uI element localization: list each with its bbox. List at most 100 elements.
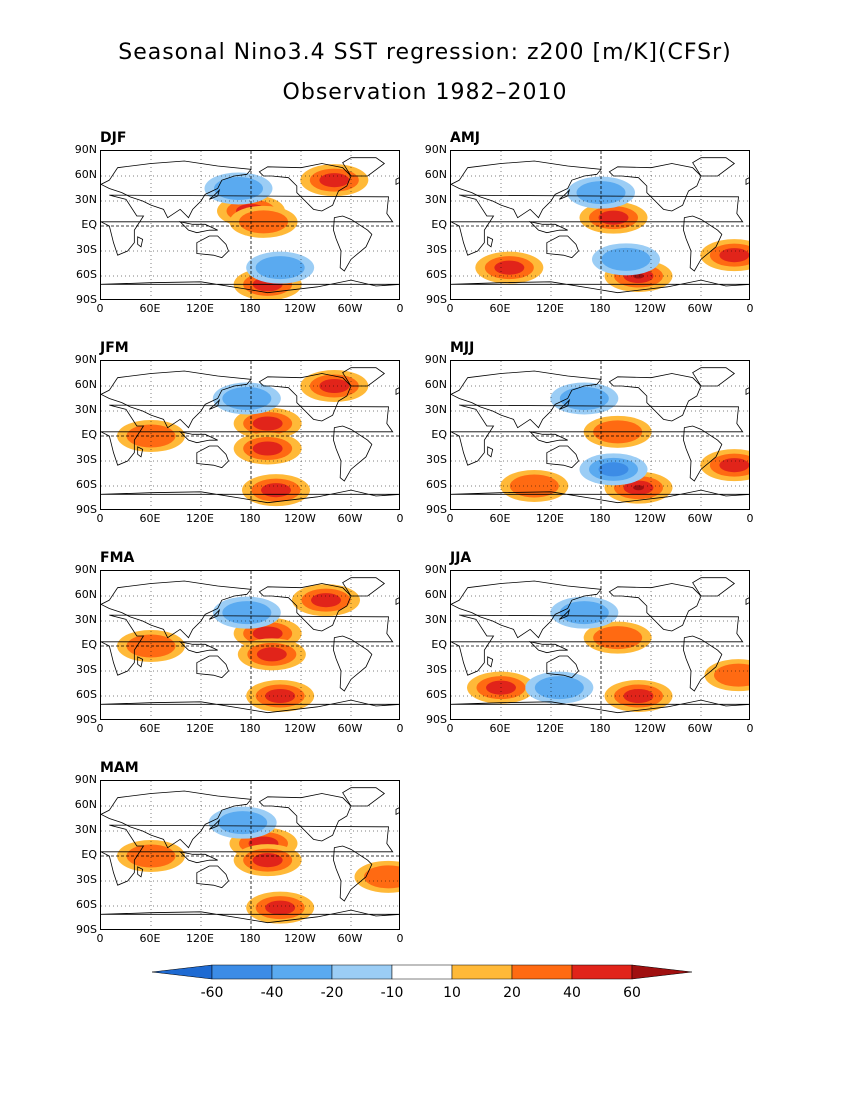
- colorbar-segment: [331, 964, 393, 980]
- colorbar-label: -20: [321, 985, 344, 1001]
- coastline: [451, 614, 744, 676]
- y-tick-label: 30S: [76, 453, 97, 466]
- y-tick-label: 30N: [74, 613, 97, 626]
- x-tick-label: 0: [396, 302, 404, 315]
- coastline: [101, 614, 394, 676]
- colorbar-arrow-high: [631, 964, 693, 980]
- coastline: [559, 188, 571, 200]
- positive-anomaly: [319, 173, 350, 188]
- coastline: [101, 489, 399, 504]
- coastline: [258, 583, 352, 632]
- y-tick-label: 30S: [76, 243, 97, 256]
- x-tick-label: 180: [239, 932, 261, 945]
- y-tick-label: 30N: [74, 823, 97, 836]
- coastline: [101, 824, 394, 886]
- x-tick-label: 120W: [284, 932, 316, 945]
- coastline: [451, 194, 744, 256]
- positive-anomaly: [265, 900, 296, 915]
- positive-anomaly: [364, 865, 399, 889]
- y-tick-label: 60N: [424, 168, 447, 181]
- x-tick-label: 180: [239, 512, 261, 525]
- y-tick-label: EQ: [81, 218, 97, 231]
- panel-jfm: JFM 90N 60N 30N EQ 30S 60S 90S 0 60E 120E 180 120W 60…: [75, 340, 450, 560]
- coastline: [487, 236, 494, 248]
- coastline: [342, 367, 386, 387]
- panel-jja: JJA 90N 60N 30N EQ 30S 60S 90S 0 60E 120E 180 120W 60…: [425, 550, 800, 770]
- colorbar-segment: [511, 964, 573, 980]
- colorbar-arrow-low: [151, 964, 213, 980]
- x-tick-label: 120E: [536, 512, 564, 525]
- x-tick-label: 120W: [284, 302, 316, 315]
- coastline: [209, 188, 221, 200]
- x-tick-label: 60E: [139, 932, 161, 945]
- positive-anomaly: [319, 378, 350, 394]
- coastline: [178, 431, 218, 444]
- x-tick-label: 0: [396, 932, 404, 945]
- panel-label: MJJ: [450, 340, 475, 356]
- coastline: [101, 404, 394, 466]
- coastline: [692, 577, 736, 597]
- x-tick-label: 120E: [186, 302, 214, 315]
- colorbar: -60 -40 -20 -10 10 20 40 60: [151, 964, 693, 1001]
- y-tick-label: 30N: [74, 403, 97, 416]
- map-svg: [451, 151, 749, 299]
- map-plot: [450, 570, 750, 720]
- map-plot: [450, 150, 750, 300]
- x-tick-label: 0: [96, 512, 104, 525]
- positive-anomaly: [633, 273, 644, 279]
- x-tick-label: 180: [589, 722, 611, 735]
- y-tick-label: 30N: [424, 403, 447, 416]
- y-tick-label: 60S: [426, 478, 447, 491]
- positive-anomaly: [252, 626, 283, 641]
- colorbar-label: 60: [623, 985, 641, 1001]
- x-tick-label: 120W: [634, 512, 666, 525]
- positive-anomaly: [719, 248, 749, 263]
- x-tick-label: 0: [396, 722, 404, 735]
- negative-anomaly: [218, 811, 268, 835]
- coastline: [546, 235, 579, 259]
- negative-anomaly: [222, 386, 272, 411]
- y-tick-label: 90S: [426, 293, 447, 306]
- x-tick-label: 0: [396, 512, 404, 525]
- coastline: [101, 909, 399, 924]
- colorbar-segment: [211, 964, 273, 980]
- coastline: [528, 641, 568, 654]
- map-svg: [451, 361, 749, 509]
- coastline: [101, 194, 394, 256]
- coastline: [101, 699, 399, 714]
- negative-anomaly: [222, 601, 272, 625]
- positive-anomaly: [719, 458, 749, 473]
- coastline: [209, 818, 221, 830]
- coastline: [395, 177, 399, 185]
- x-tick-label: 180: [589, 512, 611, 525]
- panel-label: JJA: [450, 550, 472, 566]
- map-svg: [101, 151, 399, 299]
- x-tick-label: 120W: [634, 302, 666, 315]
- x-tick-label: 60W: [687, 302, 713, 315]
- coastline: [258, 793, 352, 842]
- coastline: [342, 577, 386, 597]
- coastline: [528, 431, 568, 444]
- colorbar-segment: [391, 964, 453, 980]
- x-tick-label: 120W: [284, 512, 316, 525]
- x-tick-label: 60W: [337, 722, 363, 735]
- coastline: [178, 641, 218, 654]
- panel-label: MAM: [100, 760, 139, 776]
- x-tick-label: 120E: [536, 722, 564, 735]
- map-svg: [101, 361, 399, 509]
- map-svg: [451, 571, 749, 719]
- colorbar-segment: [571, 964, 633, 980]
- panel-label: DJF: [100, 130, 127, 146]
- y-tick-label: 30S: [426, 663, 447, 676]
- map-plot: [100, 360, 400, 510]
- y-tick-label: EQ: [431, 638, 447, 651]
- x-tick-label: 120E: [186, 512, 214, 525]
- panel-label: AMJ: [450, 130, 480, 146]
- negative-anomaly: [601, 247, 651, 271]
- colorbar-label: -60: [201, 985, 224, 1001]
- y-tick-label: 90N: [74, 563, 97, 576]
- map-plot: [100, 570, 400, 720]
- coastline: [137, 656, 144, 668]
- y-tick-label: 60N: [74, 798, 97, 811]
- y-tick-label: 90N: [424, 143, 447, 156]
